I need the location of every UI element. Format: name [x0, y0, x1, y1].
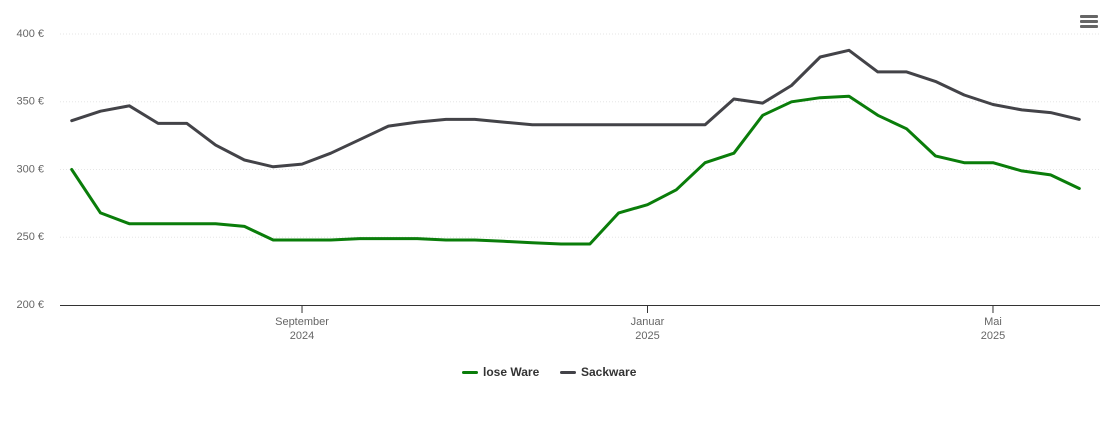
series-line	[70, 48, 1081, 169]
legend-label: Sackware	[581, 365, 637, 379]
series-line	[70, 94, 1081, 246]
legend-swatch	[560, 370, 576, 374]
y-tick-label: 300 €	[16, 163, 44, 175]
legend-label: lose Ware	[483, 365, 540, 379]
legend-swatch	[462, 370, 478, 374]
legend-item[interactable]: Sackware	[560, 365, 636, 379]
menu-bar	[1080, 25, 1098, 28]
x-tick-label: Januar 2025	[630, 316, 665, 342]
legend-item[interactable]: lose Ware	[462, 365, 539, 379]
y-tick-label: 200 €	[16, 299, 44, 311]
y-tick-label: 250 €	[16, 231, 44, 243]
x-tick-label: September 2024	[275, 316, 329, 342]
x-tick-label: Mai 2025	[980, 316, 1006, 342]
y-tick-label: 400 €	[16, 28, 44, 40]
y-tick-label: 350 €	[16, 96, 44, 108]
menu-bar	[1080, 15, 1098, 18]
menu-bar	[1080, 20, 1098, 23]
menu-button[interactable]	[1080, 15, 1098, 28]
